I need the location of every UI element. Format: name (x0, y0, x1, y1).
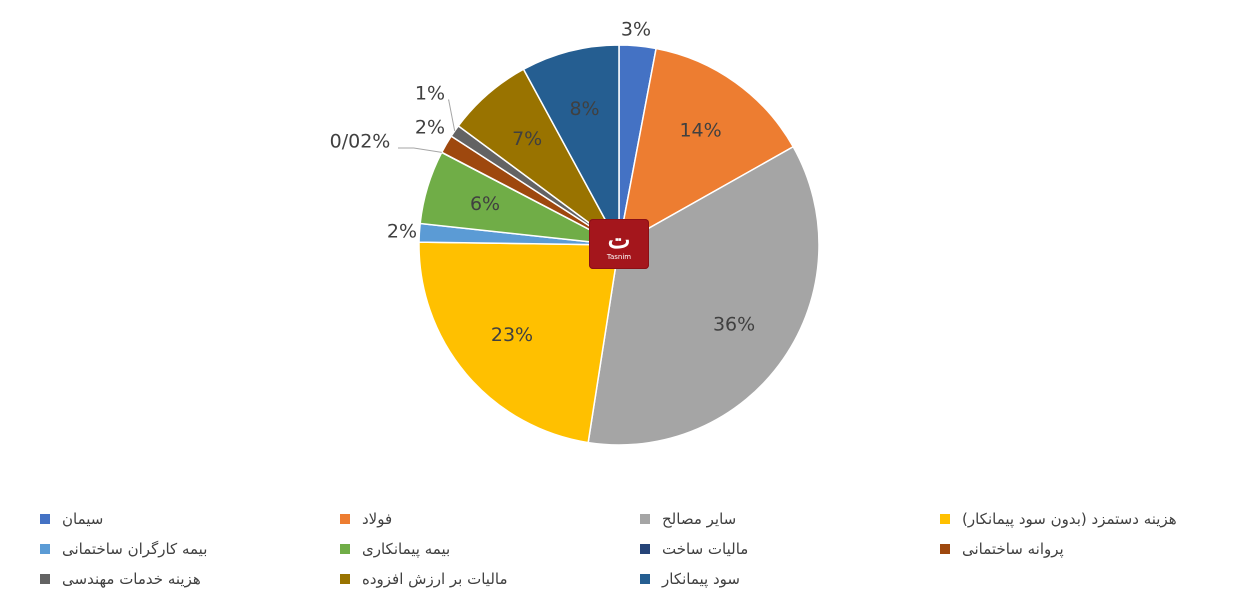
legend-swatch (340, 544, 350, 554)
legend-item: سیمان (40, 506, 340, 532)
chart-legend: سیمان فولاد سایر مصالح هزینه دستمزد (بدو… (40, 506, 1210, 592)
legend-label: پروانه ساختمانی (962, 540, 1064, 558)
tasnim-logo: ت Tasnim (589, 219, 649, 269)
tasnim-logo-mark: ت (607, 225, 631, 254)
legend-item: فولاد (340, 506, 640, 532)
slice-data-label: 2% (387, 221, 417, 243)
slice-data-label: 6% (470, 193, 500, 215)
legend-swatch (640, 544, 650, 554)
legend-label: مالیات بر ارزش افزوده (362, 570, 508, 588)
legend-swatch (940, 514, 950, 524)
legend-swatch (640, 574, 650, 584)
slice-data-label: 23% (491, 324, 533, 346)
legend-item: بیمه پیمانکاری (340, 536, 640, 562)
legend-item: پروانه ساختمانی (940, 536, 1210, 562)
legend-item: سود پیمانکار (640, 566, 940, 592)
slice-data-label: 8% (569, 98, 599, 120)
slice-data-label: 14% (679, 120, 721, 142)
legend-item: مالیات بر ارزش افزوده (340, 566, 640, 592)
legend-item: بیمه کارگران ساختمانی (40, 536, 340, 562)
pie-slice (418, 241, 620, 444)
legend-item: مالیات ساخت (640, 536, 940, 562)
legend-label: سیمان (62, 510, 104, 528)
legend-label: بیمه کارگران ساختمانی (62, 540, 208, 558)
legend-swatch (340, 574, 350, 584)
pie-slice (617, 47, 795, 247)
legend-swatch (340, 514, 350, 524)
legend-item: هزینه خدمات مهندسی (40, 566, 340, 592)
slice-data-label: 0/02% (330, 131, 391, 153)
legend-label: سود پیمانکار (662, 570, 740, 588)
label-leader-line (448, 99, 456, 132)
pie-chart: 3% 14% 36% 23% 2% 6% 0/02% 2% 1% 7% 8% (330, 19, 820, 446)
legend-swatch (640, 514, 650, 524)
legend-label: سایر مصالح (662, 510, 737, 528)
legend-swatch (940, 544, 950, 554)
legend-label: بیمه پیمانکاری (362, 540, 451, 558)
slice-data-label: 1% (415, 83, 445, 105)
pie-slice (522, 44, 620, 246)
tasnim-logo-text: Tasnim (606, 253, 632, 261)
legend-label: هزینه دستمزد (بدون سود پیمانکار) (962, 510, 1177, 528)
legend-swatch (40, 574, 50, 584)
legend-item: هزینه دستمزد (بدون سود پیمانکار) (940, 506, 1210, 532)
legend-item: سایر مصالح (640, 506, 940, 532)
pie-slice (587, 145, 820, 446)
slice-data-label: 7% (512, 128, 542, 150)
legend-swatch (40, 544, 50, 554)
legend-label: هزینه خدمات مهندسی (62, 570, 201, 588)
legend-swatch (40, 514, 50, 524)
slice-data-label: 2% (415, 117, 445, 139)
slice-data-label: 3% (621, 19, 651, 41)
legend-label: فولاد (362, 510, 393, 528)
label-leader-line (398, 147, 442, 153)
legend-label: مالیات ساخت (662, 540, 749, 558)
slice-data-label: 36% (713, 313, 755, 335)
